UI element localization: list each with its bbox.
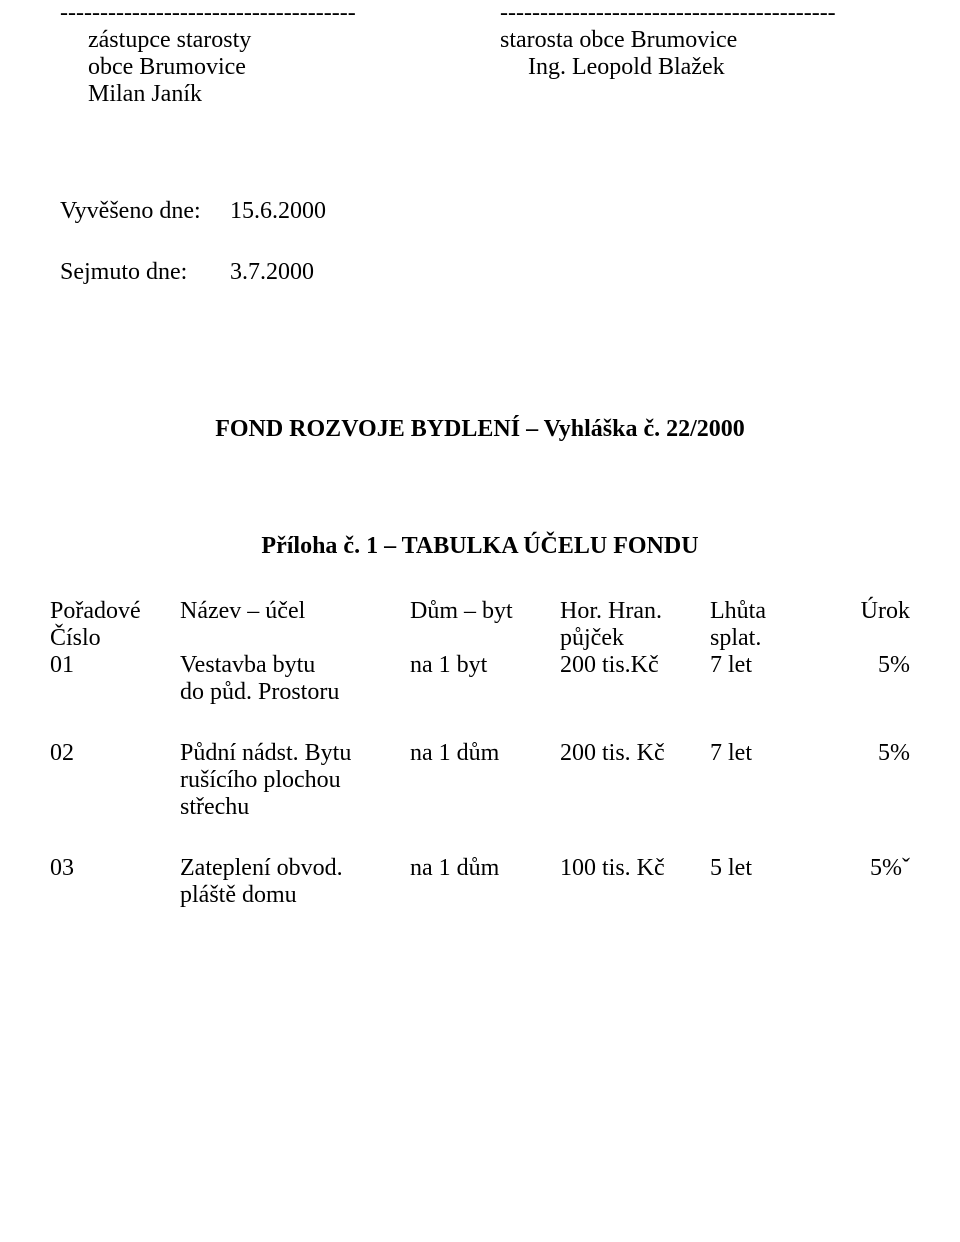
hdr-horhran: Hor. Hran. <box>560 598 710 625</box>
sig-left-dashes: ------------------------------------- <box>60 0 430 27</box>
signature-right: ----------------------------------------… <box>490 0 910 108</box>
signature-left: ------------------------------------- zá… <box>50 0 430 108</box>
hdr-nazev: Název – účel <box>180 598 410 625</box>
sig-left-line1: zástupce starosty <box>60 27 430 54</box>
fond-title: FOND ROZVOJE BYDLENÍ – Vyhláška č. 22/20… <box>50 416 910 443</box>
vyveseno-row: Vyvěšeno dne: 15.6.2000 <box>60 198 910 225</box>
table-row: rušícího plochou <box>50 767 910 794</box>
r3-c1b <box>50 882 180 909</box>
r1-c6: 5% <box>820 652 910 679</box>
table-header-row1: Pořadové Název – účel Dům – byt Hor. Hra… <box>50 598 910 625</box>
table-row: 03 Zateplení obvod. na 1 dům 100 tis. Kč… <box>50 855 910 882</box>
r2-c2a: Půdní nádst. Bytu <box>180 740 410 767</box>
hdr-blank6 <box>820 625 910 652</box>
r3-c6: 5%ˇ <box>820 855 910 882</box>
r3-c3: na 1 dům <box>410 855 560 882</box>
sejmuto-row: Sejmuto dne: 3.7.2000 <box>60 259 910 286</box>
sig-right-dashes: ----------------------------------------… <box>500 0 910 27</box>
sejmuto-label: Sejmuto dne: <box>60 259 230 286</box>
r2-c4: 200 tis. Kč <box>560 740 710 767</box>
r3-c5: 5 let <box>710 855 820 882</box>
hdr-lhuta: Lhůta <box>710 598 820 625</box>
table-row: pláště domu <box>50 882 910 909</box>
signature-block: ------------------------------------- zá… <box>50 0 910 108</box>
r1-c2b: do půd. Prostoru <box>180 679 410 706</box>
r1-c2a: Vestavba bytu <box>180 652 410 679</box>
r3-c1: 03 <box>50 855 180 882</box>
hdr-blank2 <box>180 625 410 652</box>
r1-c5: 7 let <box>710 652 820 679</box>
r2-c2c: střechu <box>180 794 410 821</box>
table-row: do půd. Prostoru <box>50 679 910 706</box>
r2-c3: na 1 dům <box>410 740 560 767</box>
vyveseno-value: 15.6.2000 <box>230 198 326 225</box>
table-row: 02 Půdní nádst. Bytu na 1 dům 200 tis. K… <box>50 740 910 767</box>
hdr-poradove: Pořadové <box>50 598 180 625</box>
hdr-dumbyt: Dům – byt <box>410 598 560 625</box>
r1-c1b <box>50 679 180 706</box>
sig-right-line1: starosta obce Brumovice <box>500 27 910 54</box>
hdr-cislo: Číslo <box>50 625 180 652</box>
sejmuto-value: 3.7.2000 <box>230 259 314 286</box>
sig-left-line3: Milan Janík <box>60 81 430 108</box>
hdr-blank3 <box>410 625 560 652</box>
hdr-pujcek: půjček <box>560 625 710 652</box>
r1-c3: na 1 byt <box>410 652 560 679</box>
vyveseno-label: Vyvěšeno dne: <box>60 198 230 225</box>
r1-c4: 200 tis.Kč <box>560 652 710 679</box>
r2-c6: 5% <box>820 740 910 767</box>
hdr-splat: splat. <box>710 625 820 652</box>
sig-right-line2: Ing. Leopold Blažek <box>500 54 910 81</box>
priloha-title: Příloha č. 1 – TABULKA ÚČELU FONDU <box>50 533 910 560</box>
sig-left-line2: obce Brumovice <box>60 54 430 81</box>
table-row: 01 Vestavba bytu na 1 byt 200 tis.Kč 7 l… <box>50 652 910 679</box>
r3-c2a: Zateplení obvod. <box>180 855 410 882</box>
hdr-urok: Úrok <box>820 598 910 625</box>
table-header-row2: Číslo půjček splat. <box>50 625 910 652</box>
fund-table: Pořadové Název – účel Dům – byt Hor. Hra… <box>50 598 910 909</box>
table-row: střechu <box>50 794 910 821</box>
r1-c1: 01 <box>50 652 180 679</box>
r2-c2b: rušícího plochou <box>180 767 410 794</box>
r3-c2b: pláště domu <box>180 882 410 909</box>
r2-c1c <box>50 794 180 821</box>
r2-c1: 02 <box>50 740 180 767</box>
r3-c4: 100 tis. Kč <box>560 855 710 882</box>
meta-block: Vyvěšeno dne: 15.6.2000 Sejmuto dne: 3.7… <box>50 198 910 286</box>
r2-c5: 7 let <box>710 740 820 767</box>
r2-c1b <box>50 767 180 794</box>
